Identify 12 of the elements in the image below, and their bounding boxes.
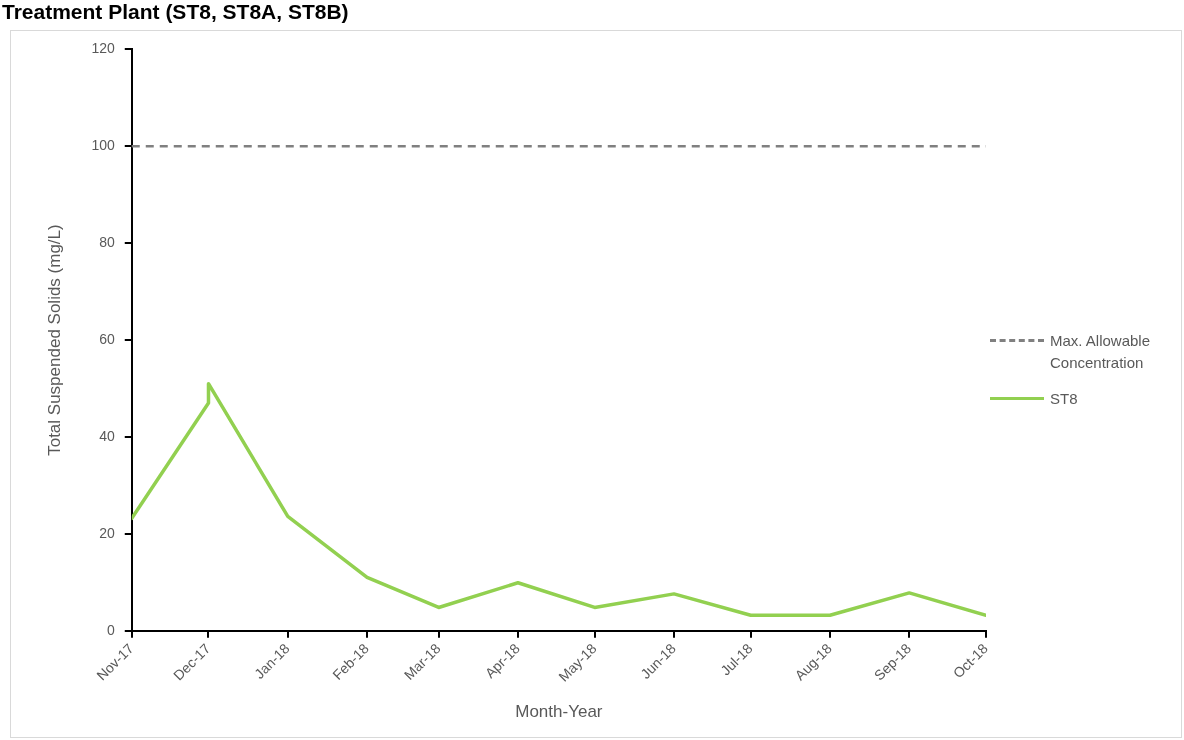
y-tick-label: 60 [99, 330, 115, 347]
y-tick-label: 40 [99, 427, 115, 444]
y-tick-label: 20 [99, 524, 115, 541]
legend-label: Max. Allowable Concentration [1050, 331, 1152, 373]
y-tick-label: 120 [91, 40, 115, 57]
x-axis-title: Month-Year [515, 702, 603, 722]
y-tick-label: 0 [106, 621, 115, 638]
y-axis-title: Total Suspended Solids (mg/L) [44, 224, 64, 456]
legend-label: ST8 [1050, 389, 1079, 409]
y-tick-label: 100 [91, 137, 115, 154]
y-tick-label: 80 [99, 234, 115, 251]
chart-title: Treatment Plant (ST8, ST8A, ST8B) [2, 0, 349, 24]
